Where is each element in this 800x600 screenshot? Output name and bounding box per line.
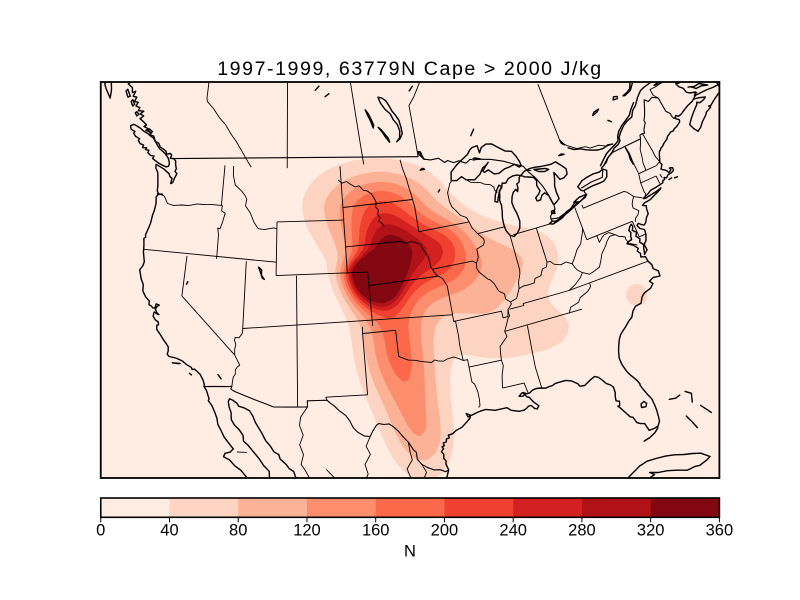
svg-text:80: 80 xyxy=(229,522,247,540)
svg-text:320: 320 xyxy=(637,522,665,540)
svg-text:0: 0 xyxy=(96,522,105,540)
svg-text:360: 360 xyxy=(706,522,734,540)
svg-text:200: 200 xyxy=(431,522,459,540)
svg-text:40: 40 xyxy=(160,522,178,540)
svg-text:N: N xyxy=(404,543,416,561)
svg-text:120: 120 xyxy=(293,522,321,540)
svg-text:240: 240 xyxy=(499,522,527,540)
svg-text:160: 160 xyxy=(362,522,390,540)
svg-text:1997-1999, 63779N Cape > 2000: 1997-1999, 63779N Cape > 2000 J/kg xyxy=(217,58,603,80)
svg-text:280: 280 xyxy=(568,522,596,540)
